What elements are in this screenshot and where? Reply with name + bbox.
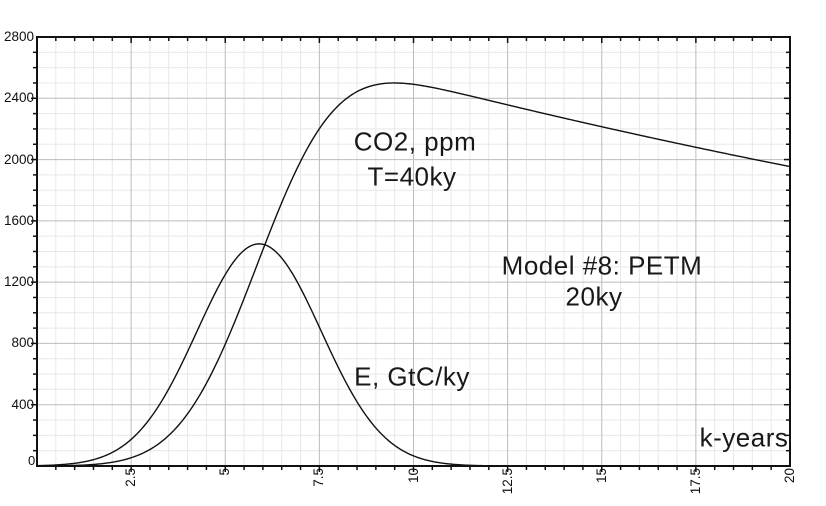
x-origin-label: 0	[28, 453, 36, 468]
x-tick-label: 20	[782, 468, 797, 484]
x-tick-label: 17.5	[687, 468, 703, 495]
y-tick-label: 800	[11, 335, 34, 351]
co2-series-label-line2: T=40ky	[367, 161, 457, 192]
y-tick-label: 1200	[3, 274, 34, 290]
y-tick-label: 2800	[3, 29, 34, 44]
y-tick-label: 400	[11, 396, 34, 412]
co2-curve	[36, 82, 791, 467]
model-title-line1: Model #8: PETM	[501, 250, 703, 281]
emissions-series-label: E, GtC/ky	[354, 361, 470, 392]
y-tick-label: 2000	[3, 151, 34, 167]
x-axis-unit-label: k-years	[699, 422, 789, 453]
y-tick-label: 2400	[3, 90, 34, 106]
x-tick-label: 12.5	[499, 468, 515, 495]
model-title-line2: 20ky	[565, 281, 623, 312]
plot-frame	[36, 36, 791, 467]
x-tick-label: 15	[593, 468, 609, 484]
co2-series-label-line1: CO2, ppm	[353, 126, 477, 157]
emissions-curve	[36, 243, 790, 467]
x-tick-label: 2.5	[123, 468, 139, 487]
x-tick-label: 5	[217, 468, 233, 476]
x-tick-label: 7.5	[311, 468, 327, 487]
x-tick-label: 10	[405, 468, 421, 484]
y-tick-label: 1600	[3, 212, 34, 228]
